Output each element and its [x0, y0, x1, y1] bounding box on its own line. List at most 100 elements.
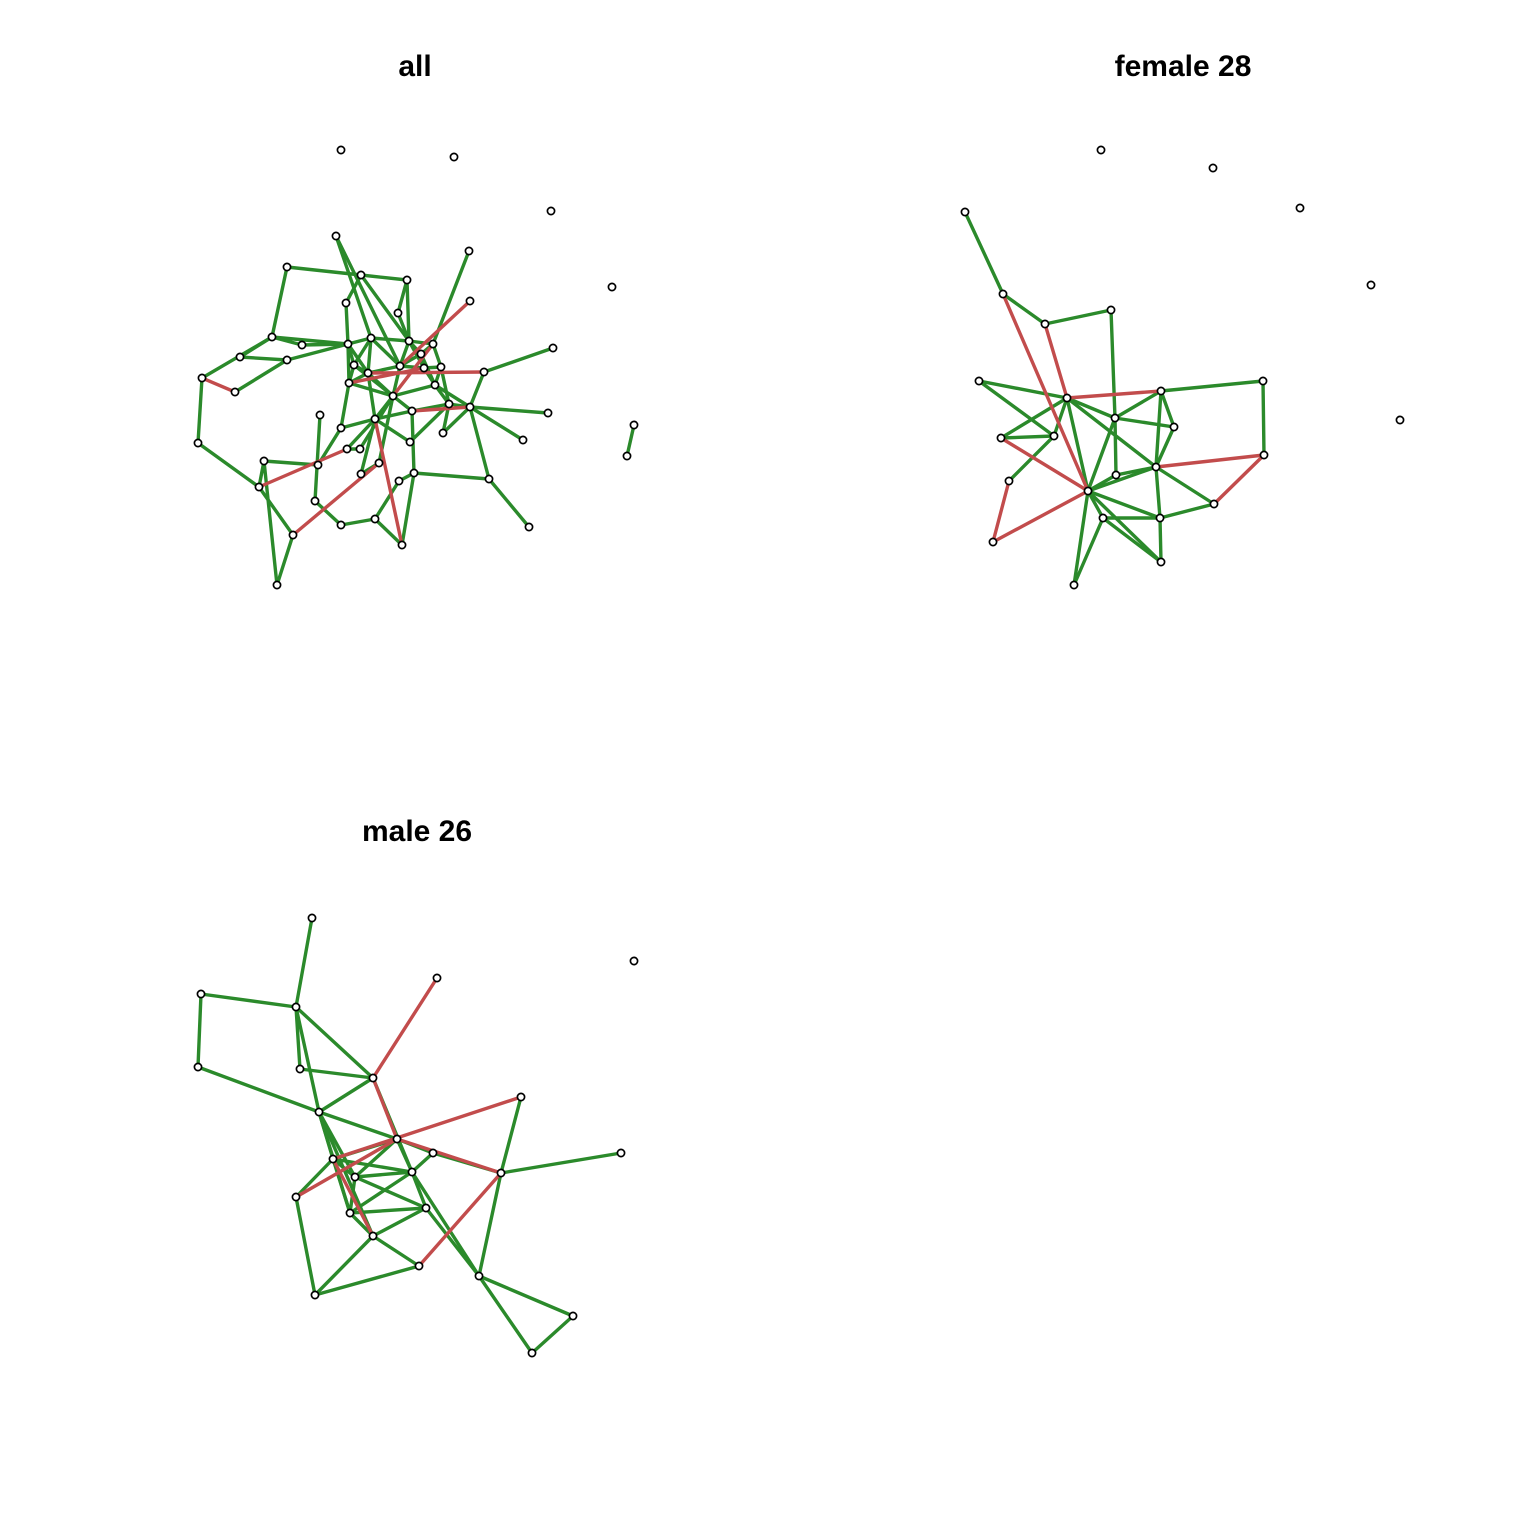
- graph-edge-positive: [1086, 489, 1163, 564]
- graph-node: [394, 476, 404, 486]
- graph-edge-negative: [331, 1095, 523, 1161]
- graph-edge-positive: [1154, 425, 1176, 469]
- graph-node: [409, 468, 419, 478]
- graph-node: [616, 1148, 626, 1158]
- graph-node: [629, 956, 639, 966]
- graph-edge-negative: [398, 299, 472, 368]
- graph-edge-positive: [1052, 396, 1069, 438]
- graph-node: [392, 1134, 402, 1144]
- graph-node: [342, 444, 352, 454]
- graph-node: [328, 1154, 338, 1164]
- graph-node: [436, 362, 446, 372]
- graph-node: [404, 336, 414, 346]
- graph-node: [1111, 470, 1121, 480]
- graph-edge-positive: [294, 1005, 375, 1080]
- graph-node: [419, 363, 429, 373]
- graph-node: [282, 262, 292, 272]
- graph-edge-positive: [1109, 308, 1117, 420]
- graph-edge-positive: [270, 265, 289, 339]
- graph-edge-positive: [294, 1157, 335, 1199]
- graph-node: [345, 1208, 355, 1218]
- graph-edge-positive: [405, 278, 411, 343]
- graph-node: [607, 282, 617, 292]
- graph-edge-positive: [499, 1095, 523, 1175]
- network-panel-male-26: [0, 768, 768, 1536]
- graph-edge-positive: [196, 1065, 321, 1114]
- graph-edge-positive: [977, 379, 1069, 400]
- graph-edge-positive: [371, 1234, 421, 1268]
- graph-node: [430, 380, 440, 390]
- graph-edge-positive: [331, 1157, 414, 1174]
- graph-edge-positive: [400, 471, 416, 547]
- graph-edge-positive: [963, 210, 1005, 296]
- graph-node: [996, 433, 1006, 443]
- graph-node: [259, 456, 269, 466]
- graph-edge-negative: [410, 405, 472, 413]
- graph-edge-negative: [373, 417, 404, 547]
- graph-edge-positive: [412, 471, 491, 481]
- graph-node: [370, 514, 380, 524]
- graph-edge-positive: [468, 405, 550, 415]
- graph-edge-positive: [294, 1195, 317, 1297]
- graph-edge-positive: [294, 916, 314, 1009]
- graph-node: [405, 437, 415, 447]
- graph-edge-negative: [991, 479, 1011, 544]
- graph-node: [474, 1271, 484, 1281]
- graph-node: [414, 1261, 424, 1271]
- graph-edge-positive: [353, 1175, 428, 1210]
- graph-edge-positive: [530, 1314, 575, 1355]
- graph-node: [1083, 486, 1093, 496]
- graph-edge-negative: [200, 376, 237, 394]
- graph-node: [629, 420, 639, 430]
- graph-edge-positive: [477, 1171, 503, 1278]
- graph-edge-positive: [313, 1234, 375, 1297]
- graph-node: [1208, 163, 1218, 173]
- graph-edge-positive: [294, 1005, 321, 1114]
- graph-node: [421, 1203, 431, 1213]
- graph-edge-positive: [373, 409, 414, 421]
- graph-edge-positive: [347, 381, 395, 398]
- graph-node: [527, 1348, 537, 1358]
- graph-node: [356, 469, 366, 479]
- graph-edge-positive: [317, 1076, 375, 1114]
- graph-edge-positive: [348, 1170, 414, 1215]
- graph-edge-positive: [395, 1137, 414, 1174]
- graph-edge-positive: [373, 517, 404, 547]
- graph-node: [355, 444, 365, 454]
- graph-node: [230, 387, 240, 397]
- graph-node: [449, 152, 459, 162]
- graph-edge-positive: [1154, 465, 1162, 520]
- graph-edge-positive: [373, 479, 401, 521]
- graph-node: [1156, 557, 1166, 567]
- graph-edge-negative: [257, 447, 349, 489]
- graph-edge-positive: [1113, 416, 1118, 477]
- graph-node: [356, 270, 366, 280]
- network-panel-all: [0, 0, 768, 768]
- graph-edge-positive: [441, 405, 472, 435]
- graph-edge-positive: [353, 1170, 414, 1179]
- graph-edge-positive: [348, 1206, 428, 1215]
- graph-node: [407, 406, 417, 416]
- graph-edge-positive: [1158, 502, 1216, 520]
- graph-node: [291, 1002, 301, 1012]
- graph-node: [998, 289, 1008, 299]
- graph-node: [1004, 476, 1014, 486]
- panel-title-female: female 28: [1114, 50, 1252, 83]
- graph-node: [1366, 280, 1376, 290]
- graph-edge-positive: [317, 1110, 399, 1141]
- graph-edge-positive: [1086, 465, 1158, 493]
- graph-node: [518, 435, 528, 445]
- graph-edge-negative: [291, 461, 381, 537]
- graph-edge-positive: [1154, 389, 1163, 469]
- graph-node: [310, 1290, 320, 1300]
- graph-edge-positive: [433, 383, 472, 409]
- graph-edge-positive: [1065, 396, 1117, 420]
- graph-edge-positive: [339, 417, 377, 430]
- graph-node: [295, 1064, 305, 1074]
- network-graph-all: [193, 145, 639, 590]
- graph-edge-positive: [1072, 516, 1105, 587]
- graph-edge-positive: [257, 485, 295, 537]
- graph-edge-negative: [294, 1137, 399, 1199]
- graph-node: [1259, 450, 1269, 460]
- graph-node: [310, 496, 320, 506]
